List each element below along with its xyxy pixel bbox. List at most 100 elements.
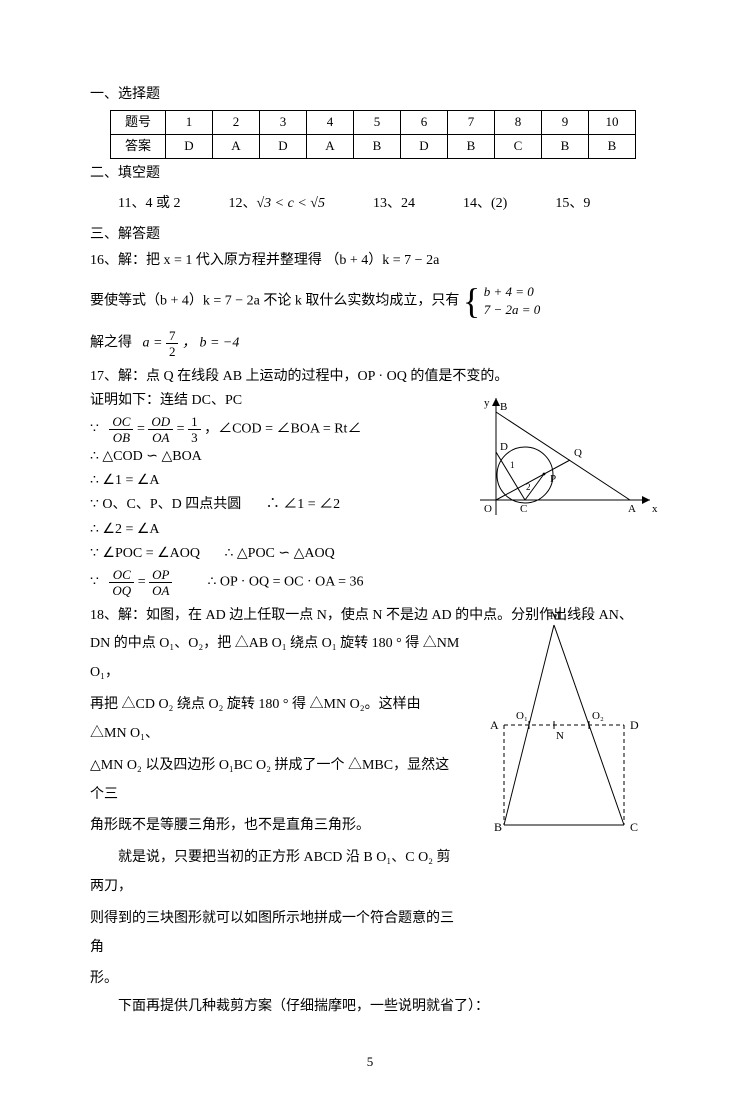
line-BA bbox=[496, 412, 630, 500]
answer-table: 题号 1 2 3 4 5 6 7 8 9 10 答案 D A D A B D B… bbox=[110, 110, 636, 159]
label-A: A bbox=[490, 718, 499, 732]
q18-p8: 下面再提供几种裁剪方案（仔细揣摩吧，一些说明就省了）： bbox=[90, 996, 650, 1018]
q17-l1-post: ，∠COD = ∠BOA = Rt∠ bbox=[204, 421, 361, 436]
fraction-icon: OCOQ bbox=[109, 568, 134, 597]
fill-blank-row: 11、4 或 2 12、√3 < c < √5 13、24 14、(2) 15、… bbox=[118, 193, 650, 215]
label-M: M bbox=[550, 608, 561, 622]
q15-value: 9 bbox=[583, 196, 590, 211]
line-OQ bbox=[496, 460, 570, 500]
arrow-icon bbox=[642, 496, 650, 504]
frac-den: 3 bbox=[188, 430, 201, 444]
table-row: 答案 D A D A B D B C B B bbox=[111, 135, 636, 159]
table-cell: 7 bbox=[448, 111, 495, 135]
q11-value: 4 或 2 bbox=[145, 196, 180, 211]
q18-p6: 则得到的三块图形就可以如图所示地拼成一个符合题意的三角 bbox=[90, 904, 460, 963]
label-C: C bbox=[630, 820, 638, 834]
label-P: P bbox=[550, 473, 556, 485]
table-cell: B bbox=[354, 135, 401, 159]
frac-num: OC bbox=[109, 568, 134, 583]
fill-blank-14: 14、(2) bbox=[463, 193, 507, 215]
fraction-icon: OCOB bbox=[109, 415, 133, 444]
q17-l7-post: ∴ OP · OQ = OC · OA = 36 bbox=[207, 574, 363, 589]
label-x: x bbox=[652, 503, 658, 515]
q12-label: 12、 bbox=[228, 196, 256, 211]
table-cell: 8 bbox=[495, 111, 542, 135]
q16-line2-text: 要使等式（b + 4）k = 7 − 2a 不论 k 取什么实数均成立，只有 bbox=[90, 293, 459, 308]
q17-l4a: ∵ O、C、P、D 四点共圆 bbox=[90, 497, 241, 512]
fraction-icon: 72 bbox=[166, 329, 179, 358]
table-cell: 10 bbox=[589, 111, 636, 135]
q11-label: 11、 bbox=[118, 196, 145, 211]
q18-p2: 再把 △CD O₂ 绕点 O₂ 旋转 180 ° 得 △MN O₂。这样由 △M… bbox=[90, 690, 460, 749]
fraction-icon: ODOA bbox=[148, 415, 173, 444]
label-O2: O₂ bbox=[592, 710, 604, 722]
q16-a-eq: a = bbox=[143, 336, 163, 351]
q16-eq2: 7 − 2a = 0 bbox=[484, 302, 541, 317]
frac-num: OP bbox=[149, 568, 172, 583]
fraction-icon: OPOA bbox=[149, 568, 172, 597]
table-cell: C bbox=[495, 135, 542, 159]
because-symbol: ∵ bbox=[90, 421, 99, 436]
arrow-icon bbox=[492, 398, 500, 406]
label-angle2: 2 bbox=[526, 482, 531, 492]
table-cell: 6 bbox=[401, 111, 448, 135]
q16-line2: 要使等式（b + 4）k = 7 − 2a 不论 k 取什么实数均成立，只有 {… bbox=[90, 283, 650, 319]
fraction-icon: 13 bbox=[188, 415, 201, 444]
q12-value: √3 < c < √5 bbox=[256, 196, 325, 211]
table-cell: 9 bbox=[542, 111, 589, 135]
q16-eq1: b + 4 = 0 bbox=[484, 284, 534, 299]
frac-num: OD bbox=[148, 415, 173, 430]
fill-blank-15: 15、9 bbox=[555, 193, 590, 215]
q18-p7: 形。 bbox=[90, 964, 460, 993]
table-cell: 5 bbox=[354, 111, 401, 135]
label-O: O bbox=[484, 503, 492, 515]
label-angle1: 1 bbox=[510, 460, 515, 470]
q17-l6b: ∴ △POC ∽ △AOQ bbox=[224, 546, 334, 561]
brace-icon: { bbox=[463, 283, 480, 319]
q17-l6: ∵ ∠POC = ∠AOQ ∴ △POC ∽ △AOQ bbox=[90, 543, 650, 565]
q18-p4: 角形既不是等腰三角形，也不是直角三角形。 bbox=[90, 811, 460, 840]
label-D: D bbox=[500, 441, 508, 453]
table-cell: D bbox=[166, 135, 213, 159]
frac-num: 1 bbox=[188, 415, 201, 430]
table-header-label: 题号 bbox=[111, 111, 166, 135]
q18-p1: DN 的中点 O₁、O₂，把 △AB O₁ 绕点 O₁ 旋转 180 ° 得 △… bbox=[90, 629, 460, 688]
table-answer-label: 答案 bbox=[111, 135, 166, 159]
label-Q: Q bbox=[574, 447, 582, 459]
q17-l4b: ∴ ∠1 = ∠2 bbox=[266, 497, 340, 512]
q13-value: 24 bbox=[401, 196, 415, 211]
label-A: A bbox=[628, 503, 636, 515]
q14-label: 14、 bbox=[463, 196, 491, 211]
frac-den: 2 bbox=[166, 344, 179, 358]
section-three-title: 三、解答题 bbox=[90, 224, 650, 246]
frac-den: OA bbox=[148, 430, 173, 444]
label-O1: O₁ bbox=[516, 710, 528, 722]
label-C: C bbox=[520, 503, 527, 515]
label-y: y bbox=[484, 397, 490, 409]
page-number: 5 bbox=[90, 1052, 650, 1073]
table-cell: 2 bbox=[213, 111, 260, 135]
q18-p5: 就是说，只要把当初的正方形 ABCD 沿 B O₁、C O₂ 剪两刀， bbox=[90, 843, 460, 902]
q17-l6a: ∵ ∠POC = ∠AOQ bbox=[90, 546, 200, 561]
table-cell: B bbox=[448, 135, 495, 159]
table-cell: 4 bbox=[307, 111, 354, 135]
q14-value: (2) bbox=[491, 196, 507, 211]
label-N: N bbox=[556, 730, 564, 742]
q18-figure: M A D B C N O₁ O₂ bbox=[484, 605, 654, 835]
because-symbol: ∵ bbox=[90, 574, 99, 589]
label-B: B bbox=[494, 820, 502, 834]
label-D: D bbox=[630, 718, 639, 732]
table-cell: 1 bbox=[166, 111, 213, 135]
frac-num: 7 bbox=[166, 329, 179, 344]
q16-brace-eqs: b + 4 = 0 7 − 2a = 0 bbox=[484, 283, 541, 319]
q16-line3-pre: 解之得 bbox=[90, 336, 132, 351]
frac-den: OQ bbox=[109, 583, 134, 597]
q16-line3: 解之得 a = 72 ， b = −4 bbox=[90, 329, 650, 358]
q16-line1: 16、解：把 x = 1 代入原方程并整理得 （b + 4）k = 7 − 2a bbox=[90, 250, 650, 272]
q17-block: 17、解：点 Q 在线段 AB 上运动的过程中，OP · OQ 的值是不变的。 … bbox=[90, 366, 650, 597]
q17-figure: B y O x A D C Q P 1 2 bbox=[470, 390, 660, 530]
fill-blank-12: 12、√3 < c < √5 bbox=[228, 193, 325, 215]
table-cell: D bbox=[401, 135, 448, 159]
q17-l7: ∵ OCOQ = OPOA ∴ OP · OQ = OC · OA = 36 bbox=[90, 568, 650, 597]
q13-label: 13、 bbox=[373, 196, 401, 211]
